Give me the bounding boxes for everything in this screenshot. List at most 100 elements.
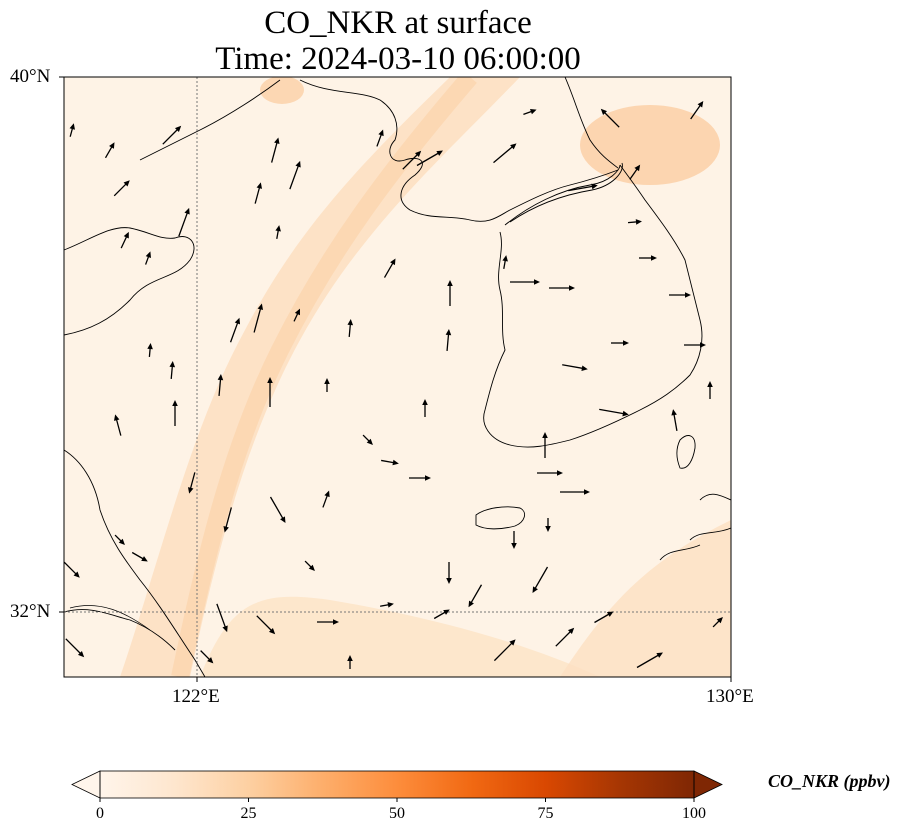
wind-arrow [594,611,614,624]
wind-arrow [229,317,241,343]
wind-arrow [445,329,452,352]
wind-arrow [216,603,228,633]
wind-arrow [293,308,300,322]
co-band-ridge [171,77,477,677]
wind-arrow [446,562,452,584]
wind-arrow [542,432,548,458]
wind-arrow [568,183,598,192]
wind-arrow [104,142,115,159]
wind-arrow [562,364,588,371]
wind-arrow [178,207,190,237]
colorbar-tick-100: 100 [682,805,706,822]
co-band-south [200,596,600,677]
wind-arrow [600,108,620,128]
wind-arrow [383,258,396,278]
co-band-southeast [560,520,731,677]
colorbar-tick-0: 0 [96,805,104,822]
wind-arrow [223,507,232,533]
wind-arrow [545,518,551,532]
wind-arrow [599,408,629,417]
lon-label-122e: 122°E [172,686,220,707]
wind-arrow [402,150,422,170]
colorbar [71,770,723,802]
wind-arrow [523,109,537,116]
wind-arrow [275,225,281,240]
map-title: CO_NKR at surface [264,5,532,41]
colorbar-extend-high [693,770,723,799]
colorbar-tick-50: 50 [389,805,405,822]
co-hotspot-northeast [580,105,720,185]
wind-arrow [256,615,276,635]
wind-arrow [493,143,517,164]
wind-arrow [671,409,678,431]
gridlines [64,77,731,677]
wind-arrow [217,374,224,397]
colorbar-tick-25: 25 [240,805,257,822]
wind-arrow [707,381,713,399]
wind-arrow [447,280,453,306]
wind-arrow [162,125,182,145]
map-frame [63,76,732,678]
wind-arrow [322,490,330,508]
map-subtitle: Time: 2024-03-10 06:00:00 [215,41,581,77]
wind-arrow [555,627,575,647]
wind-arrow [188,472,196,494]
wind-arrow [271,137,280,163]
wind-arrow [267,377,273,407]
wind-arrow [253,303,264,333]
wind-arrow [409,475,431,481]
wind-arrow [147,343,153,358]
wind-arrow [502,255,508,270]
wind-arrow [510,279,540,285]
wind-arrow [493,639,516,662]
lon-label-130e: 130°E [706,686,754,707]
colorbar-extend-low [71,770,101,799]
co-hotspot-north [260,77,304,104]
map-plot-area [64,77,731,677]
wind-arrow [712,617,723,628]
colorbar-tick-75: 75 [537,805,554,822]
wind-arrow [289,160,301,190]
wind-arrow [304,560,315,571]
wind-arrow [144,251,151,265]
wind-arrow [269,496,286,523]
wind-arrow [347,655,353,669]
wind-arrow [560,489,590,495]
wind-arrow [639,255,657,261]
axis-ticks [59,76,732,682]
wind-arrow [169,361,176,380]
wind-arrow [172,400,178,426]
wind-arrow [317,619,339,625]
wind-arrow [324,378,330,392]
wind-arrow [532,566,549,593]
wind-arrow [511,531,517,549]
wind-arrow [65,638,85,658]
wind-arrow [627,219,642,225]
lat-label-32n: 32°N [10,601,51,622]
wind-arrow [254,182,262,204]
wind-arrow [629,164,641,180]
wind-arrow [114,534,125,545]
wind-arrow [537,470,563,476]
wind-arrow [69,123,75,137]
wind-arrow [64,561,80,578]
wind-arrow [549,285,575,291]
colorbar-gradient [100,771,694,798]
wind-arrow [636,652,663,669]
wind-arrow [684,342,706,348]
wind-arrow [376,129,384,147]
wind-arrow [381,459,399,466]
wind-arrow [131,551,148,562]
colorbar-label: CO_NKR (ppbv) [768,771,891,791]
wind-arrow [669,292,691,298]
wind-arrow [416,150,443,167]
wind-arrow [362,434,373,445]
wind-arrow [611,340,629,346]
wind-arrow [113,180,130,197]
coastline [64,77,731,677]
wind-arrow [433,609,450,620]
wind-arrow [422,399,428,417]
wind-arrow [690,100,704,120]
lat-label-40n: 40°N [10,66,51,87]
